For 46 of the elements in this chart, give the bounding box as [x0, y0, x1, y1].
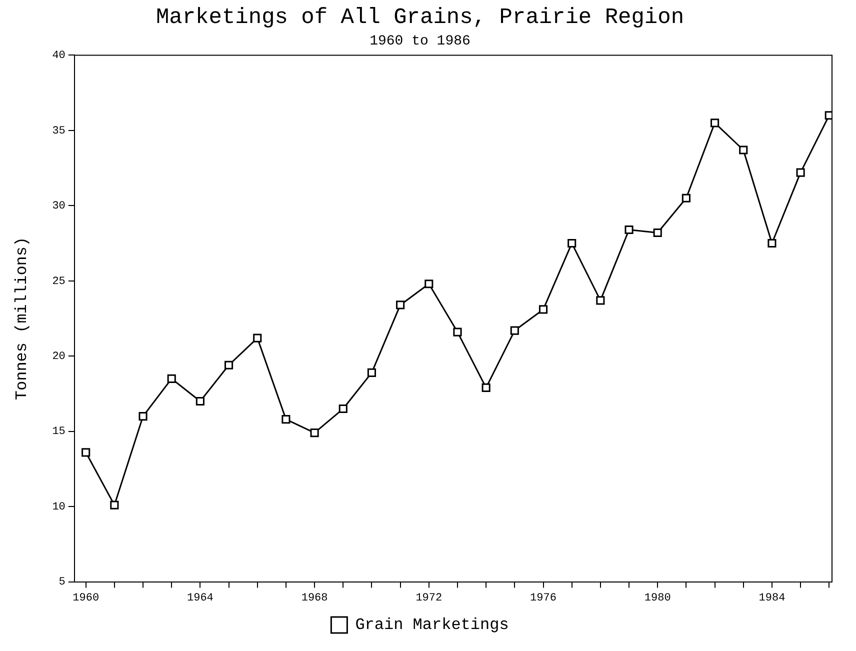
point	[682, 194, 690, 202]
point	[396, 300, 405, 310]
point	[167, 374, 176, 383]
point	[653, 228, 662, 238]
point	[138, 412, 148, 421]
x-tick-label: 1964	[186, 592, 214, 604]
point	[110, 500, 119, 510]
point	[453, 328, 462, 336]
point	[739, 146, 748, 154]
y-axis-title: Tonnes (millions)	[12, 236, 31, 400]
point	[796, 168, 805, 177]
point	[538, 305, 548, 314]
y-tick-label: 35	[52, 125, 66, 138]
point	[710, 118, 720, 128]
x-tick-label: 1980	[644, 592, 671, 604]
legend-label: Grain Marketings	[355, 616, 509, 634]
point	[224, 360, 234, 370]
point	[510, 326, 519, 335]
chart-subtitle: 1960 to 1986	[370, 34, 470, 50]
y-tick-label: 25	[52, 276, 66, 288]
x-tick-label: 1968	[301, 592, 328, 604]
y-tick-label: 30	[52, 200, 66, 213]
x-tick-label: 1976	[530, 592, 556, 604]
point	[624, 225, 634, 234]
y-tick-label: 15	[52, 426, 66, 438]
point	[82, 448, 90, 457]
x-tick-label: 1984	[758, 592, 786, 604]
point	[482, 383, 490, 392]
point	[596, 296, 605, 305]
point	[824, 111, 832, 120]
point	[253, 334, 262, 342]
point	[196, 396, 204, 406]
x-tick-label: 1972	[416, 592, 442, 604]
chart-title: Marketings of All Grains, Prairie Region	[156, 5, 684, 30]
point	[310, 428, 319, 438]
y-tick-label: 10	[52, 501, 66, 514]
y-tick-label: 5	[58, 576, 66, 589]
point	[367, 368, 376, 377]
point	[568, 238, 576, 248]
x-tick-label: 1960	[72, 592, 100, 604]
point	[282, 415, 290, 424]
point	[338, 404, 348, 414]
y-tick-label: 20	[52, 351, 66, 364]
point	[768, 238, 776, 248]
y-tick-label: 40	[52, 50, 66, 62]
point	[424, 280, 434, 288]
